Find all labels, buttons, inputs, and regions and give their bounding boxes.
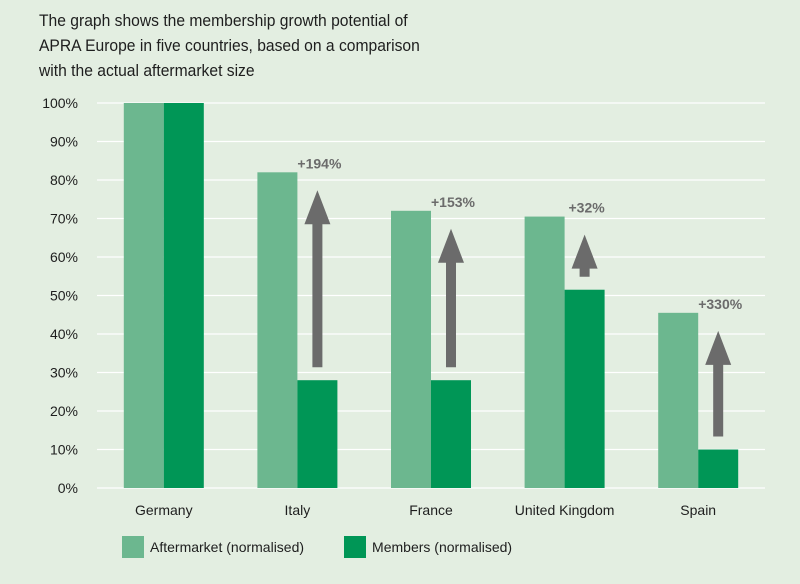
x-tick-label-italy: Italy <box>285 502 311 518</box>
bar-members-italy <box>297 380 338 488</box>
growth-label-united-kingdom: +32% <box>568 200 605 216</box>
bar-aftermarket-united-kingdom <box>524 216 565 488</box>
bar-aftermarket-germany <box>123 103 164 488</box>
x-tick-labels: Germany Italy France United Kingdom Spain <box>135 502 716 518</box>
y-tick-label-30: 30% <box>50 365 78 381</box>
chart-title: The graph shows the membership growth po… <box>39 11 420 80</box>
bar-members-united-kingdom <box>564 289 605 488</box>
bar-aftermarket-italy <box>257 172 298 489</box>
x-tick-label-united-kingdom: United Kingdom <box>515 502 615 518</box>
x-tick-label-france: France <box>409 502 453 518</box>
growth-labels: +194% +153% +32% +330% <box>297 155 742 312</box>
x-tick-label-germany: Germany <box>135 502 193 518</box>
y-tick-label-70: 70% <box>50 211 78 227</box>
bar-aftermarket-spain <box>658 312 699 488</box>
growth-label-spain: +330% <box>698 296 743 312</box>
y-tick-label-50: 50% <box>50 288 78 304</box>
x-tick-label-spain: Spain <box>680 502 716 518</box>
legend-item-aftermarket: Aftermarket (normalised) <box>122 536 304 558</box>
y-tick-label-0: 0% <box>58 480 78 496</box>
y-tick-label-60: 60% <box>50 249 78 265</box>
bar-members-spain <box>698 449 739 488</box>
bar-aftermarket-france <box>391 210 431 489</box>
y-tick-label-80: 80% <box>50 172 78 188</box>
y-tick-label-10: 10% <box>50 442 78 458</box>
legend-label-members: Members (normalised) <box>372 539 513 555</box>
legend-label-aftermarket: Aftermarket (normalised) <box>150 539 305 555</box>
y-tick-label-90: 90% <box>50 134 78 150</box>
legend-item-members: Members (normalised) <box>344 536 512 558</box>
growth-arrow-united-kingdom <box>571 234 598 277</box>
growth-arrow-spain <box>705 330 732 437</box>
legend: Aftermarket (normalised) Members (normal… <box>122 536 552 558</box>
legend-swatch-aftermarket <box>122 536 144 558</box>
y-tick-labels: 0% 10% 20% 30% 40% 50% 60% 70% 80% 90% 100% <box>42 95 78 496</box>
y-tick-label-100: 100% <box>42 95 78 111</box>
growth-arrow-france <box>438 228 464 368</box>
legend-swatch-members <box>344 536 367 558</box>
bar-members-france <box>431 380 471 488</box>
y-tick-label-40: 40% <box>50 326 78 342</box>
y-tick-label-20: 20% <box>50 403 78 419</box>
growth-arrow-italy <box>304 190 331 368</box>
growth-label-france: +153% <box>431 194 476 210</box>
growth-label-italy: +194% <box>297 155 342 171</box>
growth-arrows <box>304 190 732 437</box>
bar-members-germany <box>163 103 204 488</box>
bars <box>123 103 739 489</box>
